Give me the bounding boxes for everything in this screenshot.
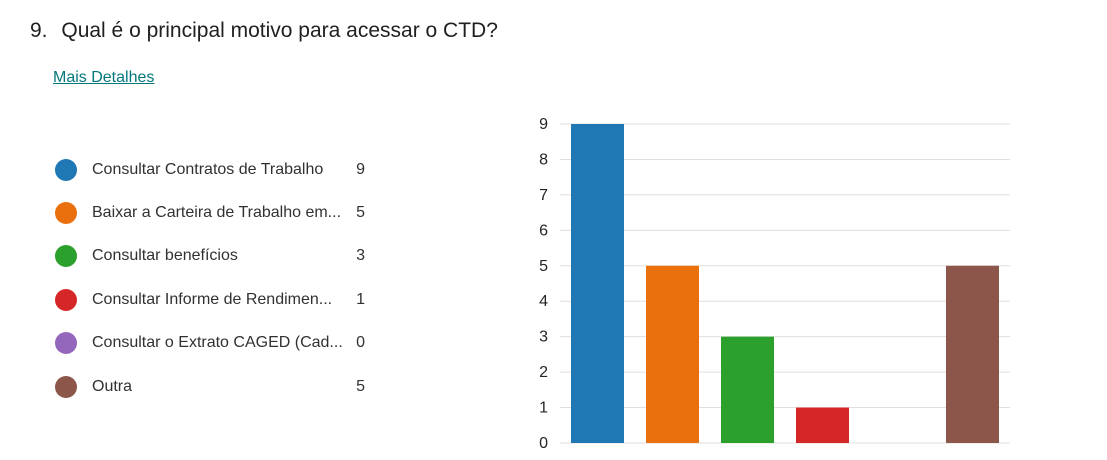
bar[interactable]	[646, 265, 699, 443]
legend-item: Consultar Informe de Rendimen... 1	[55, 278, 375, 321]
legend-label: Outra	[92, 377, 133, 395]
legend-label: Consultar Informe de Rendimen...	[92, 290, 333, 308]
y-tick-label: 9	[539, 116, 548, 133]
bar[interactable]	[946, 265, 999, 443]
legend-count: 9	[356, 160, 365, 178]
y-tick-label: 4	[539, 293, 548, 310]
legend-count: 5	[356, 204, 365, 222]
y-tick-label: 3	[539, 329, 548, 346]
legend-dot-icon	[55, 158, 77, 181]
y-tick-label: 5	[539, 258, 548, 275]
legend-label: Consultar o Extrato CAGED (Cad...	[92, 334, 343, 352]
legend-label: Baixar a Carteira de Trabalho em...	[92, 204, 342, 222]
legend-count: 1	[356, 290, 365, 308]
legend-item: Consultar o Extrato CAGED (Cad... 0	[55, 322, 375, 365]
legend-count: 5	[356, 377, 365, 395]
y-tick-label: 1	[539, 400, 548, 417]
legend-dot-icon	[55, 245, 77, 268]
bar-chart: 0 1 2 3 4 5 6 7 8 9	[539, 116, 1010, 452]
y-tick-label: 8	[539, 151, 548, 168]
question-title: 9. Qual é o principal motivo para acessa…	[30, 19, 498, 43]
bar[interactable]	[796, 407, 849, 443]
bar[interactable]	[571, 124, 624, 443]
legend-count: 3	[356, 247, 365, 265]
legend-label: Consultar benefícios	[92, 247, 238, 265]
legend-item: Consultar Contratos de Trabalho 9	[55, 148, 375, 191]
question-text: Qual é o principal motivo para acessar o…	[61, 19, 498, 42]
more-details-link[interactable]: Mais Detalhes	[53, 69, 155, 86]
legend-label: Consultar Contratos de Trabalho	[92, 160, 324, 178]
legend-item: Outra 5	[55, 365, 375, 408]
legend-dot-icon	[55, 375, 77, 398]
legend-count: 0	[356, 334, 365, 352]
y-tick-label: 6	[539, 222, 548, 239]
legend-dot-icon	[55, 202, 77, 225]
legend-item: Baixar a Carteira de Trabalho em... 5	[55, 191, 375, 234]
question-number: 9.	[30, 19, 48, 42]
legend-dot-icon	[55, 332, 77, 355]
y-tick-label: 0	[539, 435, 548, 452]
bar[interactable]	[721, 336, 774, 443]
legend-item: Consultar benefícios 3	[55, 235, 375, 278]
chart-legend: Consultar Contratos de Trabalho 9 Baixar…	[55, 148, 375, 408]
legend-dot-icon	[55, 288, 77, 311]
y-tick-label: 7	[539, 187, 548, 204]
y-tick-label: 2	[539, 364, 548, 381]
